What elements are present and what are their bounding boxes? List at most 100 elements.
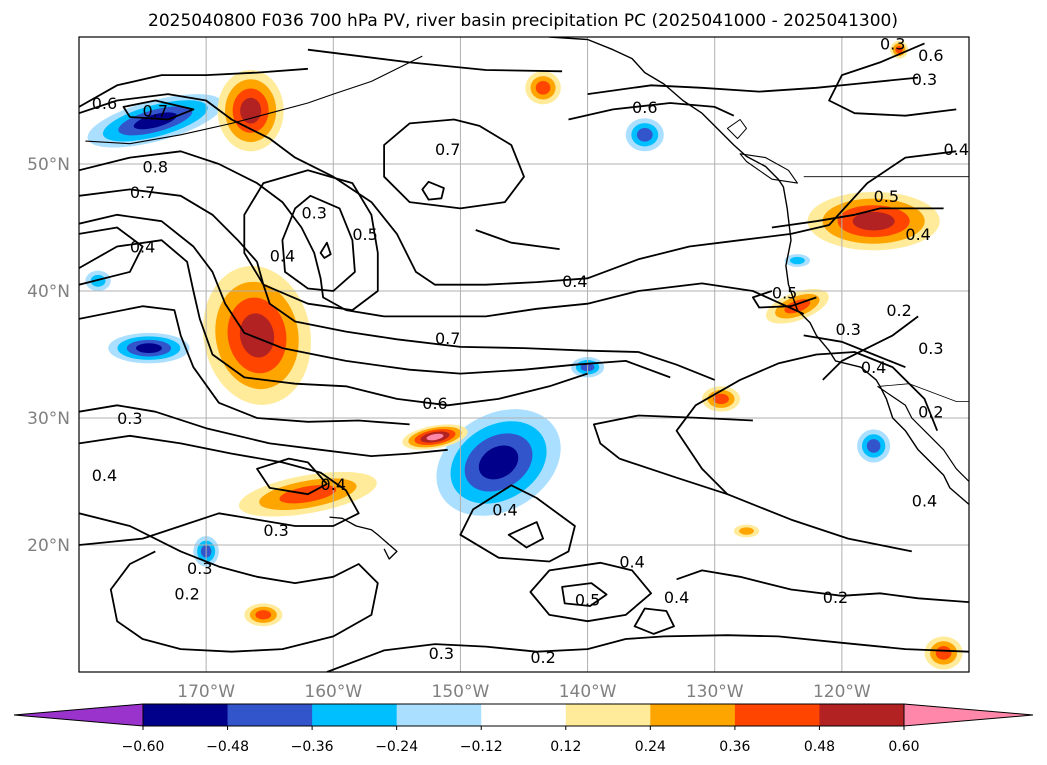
precip-shade-patch xyxy=(789,256,805,265)
colorbar-tick-label: 0.36 xyxy=(719,739,750,755)
contour-label: 0.4 xyxy=(619,553,644,572)
colorbar-tick-label: 0.48 xyxy=(804,739,835,755)
colorbar-tick-label: −0.36 xyxy=(291,739,334,755)
pv-contour-line xyxy=(822,315,919,381)
colorbar-extend-high xyxy=(903,703,1034,727)
colorbar-segment xyxy=(227,704,313,726)
contour-label: 0.4 xyxy=(944,140,969,159)
pv-contour-line xyxy=(79,93,957,286)
coastline-gulf-of-california xyxy=(877,385,969,482)
precip-shade-patch xyxy=(133,112,177,130)
contour-label: 0.5 xyxy=(874,187,899,206)
pv-contour-line xyxy=(568,102,735,121)
colorbar-tick-label: −0.12 xyxy=(460,739,503,755)
contour-label: 0.4 xyxy=(912,492,937,511)
precip-shade-patch xyxy=(90,274,106,287)
pv-contour-line xyxy=(319,241,332,259)
contour-label: 0.8 xyxy=(143,158,168,177)
pv-contour-line xyxy=(79,150,805,318)
border-us-mexico xyxy=(879,383,969,402)
contour-label: 0.3 xyxy=(187,559,212,578)
pv-contour-line xyxy=(79,188,716,381)
contour-label: 0.4 xyxy=(130,238,155,257)
coastline-aleutians xyxy=(85,55,423,145)
precip-shade-patch xyxy=(895,46,903,54)
colorbar-segment xyxy=(481,704,567,726)
contour-label: 0.4 xyxy=(270,246,295,265)
lat-tick-label: 50°N xyxy=(27,155,70,175)
pv-contour-line xyxy=(281,194,356,292)
lon-tick-label: 120°W xyxy=(813,682,871,702)
lon-tick-label: 160°W xyxy=(304,682,362,702)
pv-contour-line xyxy=(619,457,912,553)
contour-label: 0.7 xyxy=(435,329,460,348)
contour-label: 0.3 xyxy=(835,320,860,339)
contour-label: 0.4 xyxy=(664,588,689,607)
pv-contour-line xyxy=(803,334,906,369)
contour-label: 0.7 xyxy=(143,102,168,121)
map-frame xyxy=(78,36,970,673)
pv-contour-line xyxy=(256,457,328,496)
colorbar-segment xyxy=(143,704,229,726)
pv-contour-line xyxy=(675,351,939,495)
contour-label: 0.6 xyxy=(422,394,447,413)
contour-labels: 0.6 0.70.80.70.40.30.40.50.70.60.40.70.60… xyxy=(92,34,969,667)
lon-tick-label: 130°W xyxy=(686,682,744,702)
pv-contour-line xyxy=(771,207,944,229)
contour-label: 0.4 xyxy=(861,358,886,377)
contour-label: 0.6 xyxy=(918,46,943,65)
contour-label: 0.4 xyxy=(492,500,517,519)
chart-title: 2025040800 F036 700 hPa PV, river basin … xyxy=(148,11,898,31)
precip-shade-patch xyxy=(739,527,754,535)
pv-contour-line xyxy=(593,414,753,460)
pv-contour-line xyxy=(79,67,308,108)
colorbar-outline xyxy=(142,703,905,727)
colorbar-tick-label: −0.24 xyxy=(375,739,418,755)
contour-label: 0.6 xyxy=(632,98,657,117)
pv-contour-line xyxy=(475,229,560,250)
contour-label: 0.4 xyxy=(562,272,587,291)
lat-tick-label: 20°N xyxy=(27,536,70,556)
precip-shade-patch xyxy=(636,127,653,142)
colorbar-segment xyxy=(734,704,820,726)
colorbar-tick-label: 0.24 xyxy=(635,739,666,755)
contour-label: 0.2 xyxy=(530,648,555,667)
contour-label: 0.2 xyxy=(823,588,848,607)
contour-label: 0.3 xyxy=(429,644,454,663)
contour-label: 0.3 xyxy=(918,339,943,358)
contour-label: 0.5 xyxy=(352,225,377,244)
precip-shade-patch xyxy=(535,81,551,95)
contour-label: 0.3 xyxy=(880,34,905,53)
colorbar-tick-label: 0.12 xyxy=(550,739,581,755)
precip-shade-patch xyxy=(852,211,895,231)
coastline-north-america xyxy=(546,37,969,505)
precip-shade-patch xyxy=(935,646,952,660)
precip-shade-patch xyxy=(239,313,275,358)
contour-label: 0.2 xyxy=(174,584,199,603)
pv-contour-line xyxy=(828,42,957,117)
colorbar-segment xyxy=(819,704,905,726)
contour-label: 0.3 xyxy=(912,70,937,89)
colorbar-segment xyxy=(650,704,736,726)
contour-label: 0.7 xyxy=(130,183,155,202)
pv-contours xyxy=(79,42,969,672)
precip-shade-patch xyxy=(478,445,519,480)
colorbar-tick-label: −0.48 xyxy=(206,739,249,755)
pv-contour-line xyxy=(383,118,525,210)
colorbar: −0.60 −0.48 −0.36 −0.24 −0.12 0.12 0.24 0.36 0.4… xyxy=(13,703,1034,755)
pv-contour-line xyxy=(307,48,563,73)
contour-label: 0.3 xyxy=(301,203,326,222)
pv-contour-line xyxy=(507,521,544,549)
pv-contour-line xyxy=(326,634,969,672)
precip-shade-patch xyxy=(866,439,881,453)
pv-contour-line xyxy=(79,226,144,286)
precip-shade-patch xyxy=(135,343,162,353)
pv-contour-line xyxy=(529,561,652,623)
contour-label: 0.4 xyxy=(905,225,930,244)
pv-contour-line xyxy=(421,180,445,201)
coastline-islands xyxy=(726,119,747,140)
contour-label: 0.4 xyxy=(92,466,117,485)
pv-contour-line xyxy=(79,434,360,546)
pv-contour-line xyxy=(243,169,379,311)
